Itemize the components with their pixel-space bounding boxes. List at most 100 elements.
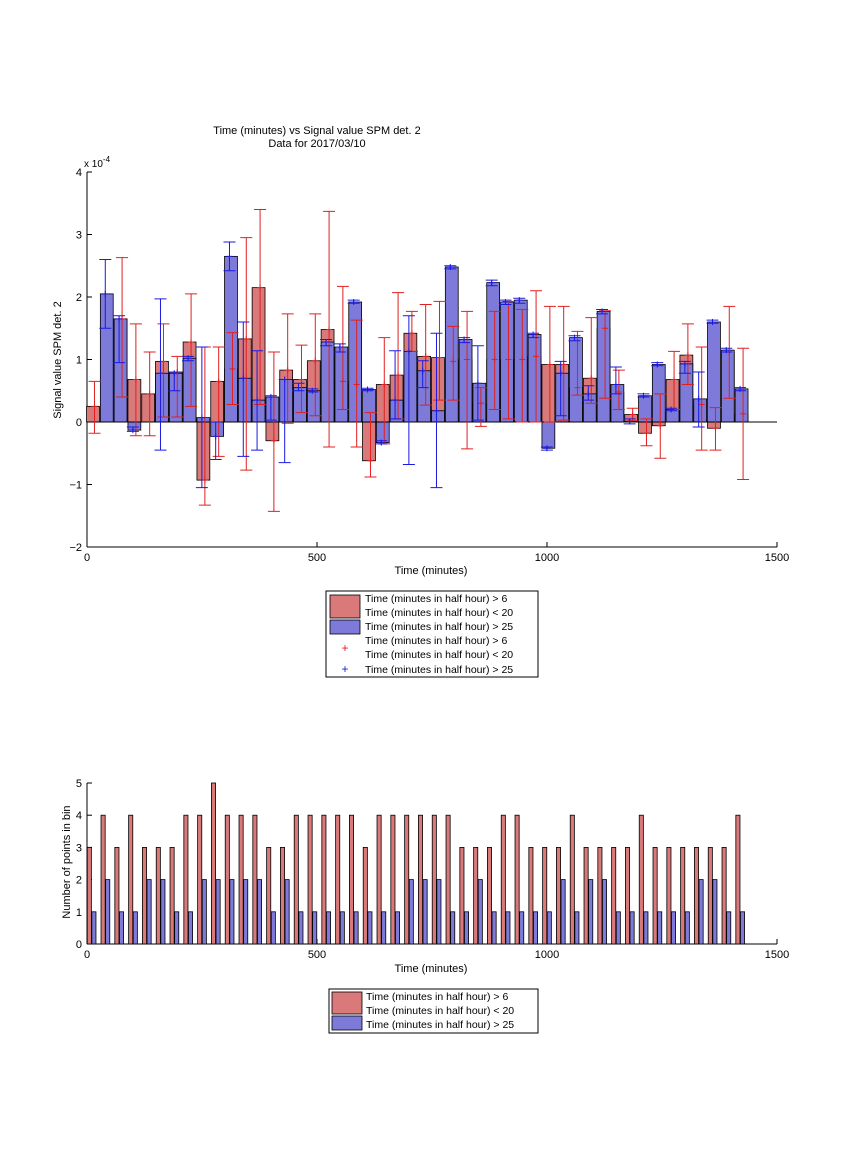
red-bar: [375, 384, 390, 423]
blue-bar: [707, 321, 721, 423]
y-exponent-label: x 10-4: [84, 155, 111, 170]
blue-bar: [395, 911, 400, 945]
blue-bar: [588, 879, 594, 945]
signal-chart: Time (minutes) vs Signal value SPM det. …: [52, 125, 789, 678]
blue-bar: [334, 346, 349, 423]
blue-bar: [491, 911, 497, 945]
legend-label: Time (minutes in half hour) < 20: [365, 607, 513, 619]
y-tick-label: 0: [76, 939, 82, 951]
red-bar: [638, 421, 652, 434]
blue-bar: [326, 911, 331, 945]
blue-bar: [403, 350, 418, 423]
blue-bar: [353, 911, 359, 945]
blue-bar: [270, 911, 276, 945]
blue-bar: [679, 363, 694, 423]
blue-bar: [293, 387, 307, 423]
blue-bar: [229, 879, 235, 945]
red-bar: [583, 847, 589, 945]
blue-bar: [629, 911, 635, 945]
y-tick-label: 3: [76, 230, 82, 242]
blue-bar: [602, 879, 607, 945]
red-bar: [280, 847, 285, 945]
blue-bar: [684, 911, 690, 945]
red-bar: [349, 814, 354, 945]
red-bar: [155, 847, 161, 945]
blue-bar: [375, 421, 390, 444]
blue-bar: [569, 337, 583, 423]
red-bar: [680, 847, 686, 945]
blue-bar: [417, 370, 432, 423]
red-bar: [265, 421, 280, 442]
x-axis-label: Time (minutes): [395, 963, 468, 975]
blue-bar: [698, 879, 704, 945]
red-bar: [127, 379, 142, 423]
red-bar: [362, 847, 368, 945]
blue-bar: [638, 395, 652, 423]
blue-bar: [422, 879, 428, 945]
red-bar: [597, 847, 603, 945]
red-bar: [542, 847, 548, 945]
signal-plot-area: 0 500 1000 1500 −2 −1 0 1 2 3 4: [69, 167, 789, 564]
red-bar: [638, 814, 644, 945]
red-bar: [390, 814, 396, 945]
red-bar: [224, 814, 230, 945]
blue-bar: [155, 372, 169, 423]
blue-bar: [113, 318, 128, 423]
y-tick-label: −2: [69, 542, 82, 554]
blue-bar: [740, 911, 745, 945]
red-bar: [666, 847, 672, 945]
blue-bar: [381, 911, 387, 945]
blue-bar: [201, 879, 207, 945]
blue-bar: [582, 393, 597, 423]
legend-patch-red: [329, 594, 361, 619]
y-tick-label: 4: [76, 167, 82, 179]
red-bar: [141, 393, 156, 423]
blue-bar: [555, 372, 570, 423]
blue-bar: [188, 911, 193, 945]
x-tick-label: 1000: [535, 949, 559, 961]
blue-bar: [215, 879, 221, 945]
y-tick-label: 0: [76, 417, 82, 429]
y-tick-label: 3: [76, 842, 82, 854]
blue-bar: [513, 299, 528, 423]
x-tick-label: 0: [84, 949, 90, 961]
red-bar: [569, 814, 575, 945]
red-bar: [473, 847, 479, 945]
blue-bar: [224, 255, 238, 423]
blue-bar: [91, 911, 97, 945]
blue-bar: [105, 879, 111, 945]
blue-bar: [527, 334, 542, 423]
blue-bar: [182, 357, 197, 423]
legend-label: Time (minutes in half hour) > 25: [365, 621, 513, 633]
blue-bar: [472, 382, 487, 423]
legend-patch-blue: [329, 619, 361, 635]
red-bar: [418, 814, 423, 945]
red-bar: [404, 814, 410, 945]
blue-bar: [237, 377, 252, 423]
red-bar: [335, 814, 341, 945]
y-tick-label: 1: [76, 355, 82, 367]
blue-bar: [196, 417, 211, 423]
blue-bar: [533, 911, 538, 945]
red-bar: [431, 814, 437, 945]
red-bar: [694, 847, 699, 945]
red-bar: [128, 814, 134, 945]
blue-bar: [657, 911, 663, 945]
blue-bar: [257, 879, 262, 945]
blue-bar: [720, 349, 735, 423]
blue-bar: [168, 372, 183, 423]
blue-bar: [367, 911, 373, 945]
red-bar: [721, 847, 727, 945]
blue-bar: [643, 911, 649, 945]
blue-bar: [610, 384, 625, 423]
y-tick-label: 1: [76, 907, 82, 919]
legend-label: Time (minutes in half hour) > 25: [365, 664, 513, 676]
y-tick-label: 2: [76, 875, 82, 887]
legend-label: Time (minutes in half hour) > 25: [366, 1019, 514, 1031]
blue-bar: [712, 879, 718, 945]
chart-title: Time (minutes) vs Signal value SPM det. …: [213, 125, 420, 137]
blue-bar: [306, 390, 321, 423]
red-bar: [556, 847, 561, 945]
red-bar: [266, 847, 272, 945]
red-bar: [362, 421, 376, 462]
